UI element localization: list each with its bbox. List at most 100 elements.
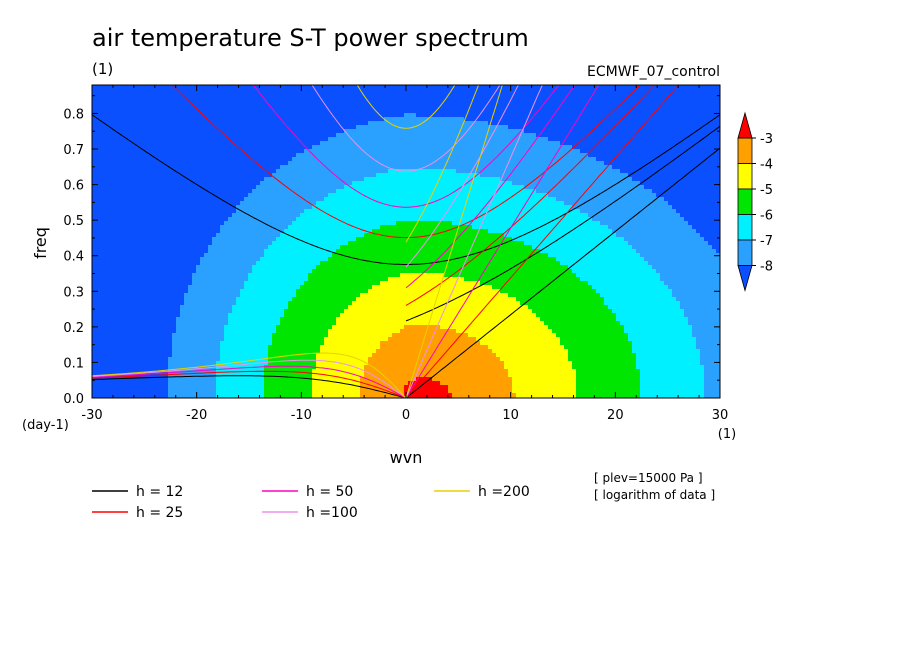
field-cell <box>188 169 193 174</box>
field-cell <box>100 197 105 202</box>
field-cell <box>212 181 217 186</box>
field-cell <box>320 129 325 134</box>
field-cell <box>124 301 129 306</box>
field-cell <box>264 289 269 294</box>
field-cell <box>220 309 225 314</box>
field-cell <box>324 257 329 262</box>
field-cell <box>224 165 229 170</box>
field-cell <box>236 169 241 174</box>
field-cell <box>196 165 201 170</box>
field-cell <box>212 389 217 394</box>
field-cell <box>200 353 205 358</box>
field-cell <box>256 333 261 338</box>
field-cell <box>184 337 189 342</box>
field-cell <box>208 141 213 146</box>
field-cell <box>96 361 101 366</box>
field-cell <box>148 333 153 338</box>
field-cell <box>288 333 293 338</box>
field-cell <box>332 253 337 258</box>
field-cell <box>224 169 229 174</box>
field-cell <box>176 281 181 286</box>
field-cell <box>168 345 173 350</box>
field-cell <box>116 161 121 166</box>
field-cell <box>188 269 193 274</box>
field-cell <box>272 213 277 218</box>
field-cell <box>100 213 105 218</box>
field-cell <box>336 153 341 158</box>
field-cell <box>248 229 253 234</box>
field-cell <box>328 177 333 182</box>
field-cell <box>184 205 189 210</box>
field-cell <box>288 205 293 210</box>
field-cell <box>296 385 301 390</box>
field-cell <box>212 377 217 382</box>
field-cell <box>104 89 109 94</box>
field-cell <box>316 237 321 242</box>
field-cell <box>176 237 181 242</box>
field-cell <box>124 285 129 290</box>
field-cell <box>180 157 185 162</box>
field-cell <box>208 205 213 210</box>
field-cell <box>176 357 181 362</box>
field-cell <box>136 185 141 190</box>
field-cell <box>152 261 157 266</box>
field-cell <box>324 145 329 150</box>
field-cell <box>184 85 189 90</box>
field-cell <box>156 197 161 202</box>
field-cell <box>272 265 277 270</box>
field-cell <box>244 357 249 362</box>
field-cell <box>188 201 193 206</box>
field-cell <box>220 329 225 334</box>
field-cell <box>284 297 289 302</box>
field-cell <box>300 293 305 298</box>
field-cell <box>124 277 129 282</box>
field-cell <box>164 269 169 274</box>
field-cell <box>184 309 189 314</box>
field-cell <box>252 233 257 238</box>
field-cell <box>220 321 225 326</box>
field-cell <box>260 169 265 174</box>
field-cell <box>292 297 297 302</box>
field-cell <box>284 261 289 266</box>
field-cell <box>340 141 345 146</box>
field-cell <box>296 365 301 370</box>
field-cell <box>264 181 269 186</box>
field-cell <box>268 193 273 198</box>
field-cell <box>228 349 233 354</box>
field-cell <box>156 241 161 246</box>
field-cell <box>308 209 313 214</box>
field-cell <box>156 289 161 294</box>
field-cell <box>336 89 341 94</box>
field-cell <box>316 261 321 266</box>
field-cell <box>96 385 101 390</box>
field-cell <box>92 121 97 126</box>
field-cell <box>140 137 145 142</box>
field-cell <box>140 297 145 302</box>
field-cell <box>128 201 133 206</box>
field-cell <box>272 169 277 174</box>
field-cell <box>320 113 325 118</box>
field-cell <box>144 181 149 186</box>
field-cell <box>248 161 253 166</box>
field-cell <box>244 257 249 262</box>
field-cell <box>224 313 229 318</box>
field-cell <box>256 241 261 246</box>
field-cell <box>248 101 253 106</box>
field-cell <box>256 389 261 394</box>
field-cell <box>220 237 225 242</box>
field-cell <box>268 85 273 90</box>
field-cell <box>244 317 249 322</box>
field-cell <box>268 181 273 186</box>
field-cell <box>176 389 181 394</box>
field-cell <box>156 233 161 238</box>
field-cell <box>164 205 169 210</box>
field-cell <box>144 281 149 286</box>
field-cell <box>224 221 229 226</box>
field-cell <box>124 329 129 334</box>
field-cell <box>168 221 173 226</box>
field-cell <box>288 373 293 378</box>
field-cell <box>156 385 161 390</box>
field-cell <box>140 249 145 254</box>
field-cell <box>340 193 345 198</box>
field-cell <box>180 221 185 226</box>
